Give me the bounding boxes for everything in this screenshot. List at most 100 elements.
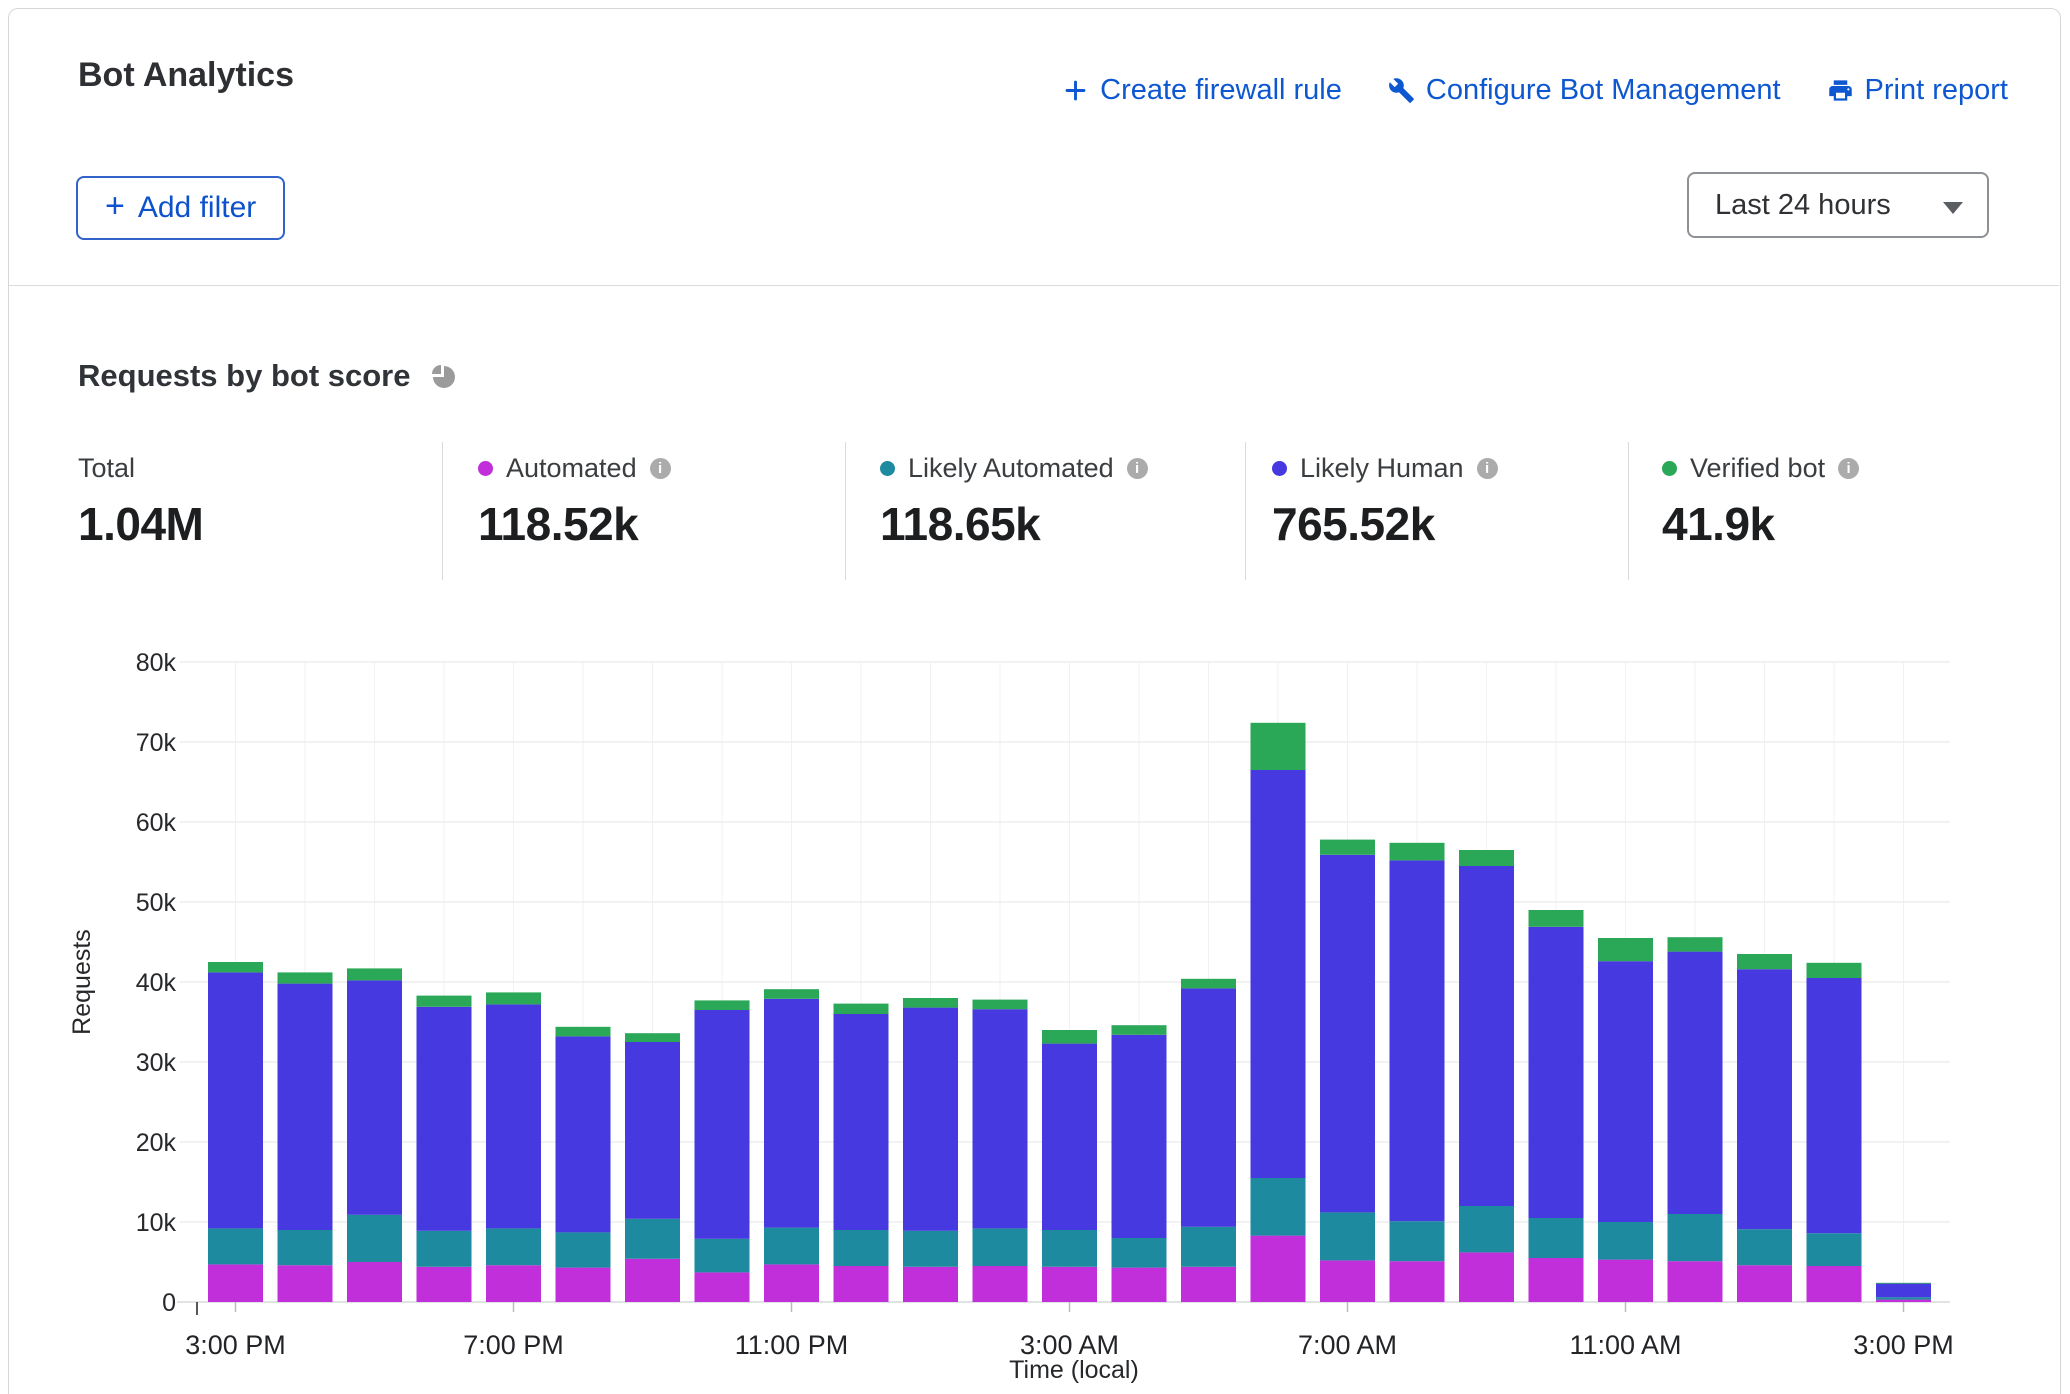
configure-bot-management-link[interactable]: Configure Bot Management <box>1388 74 1781 107</box>
bar-segment-likely-human-0[interactable] <box>208 972 263 1229</box>
bar-segment-likely-human-3[interactable] <box>416 1006 472 1231</box>
bar-segment-verified-bot-17[interactable] <box>1389 842 1445 861</box>
bar-segment-likely-human-17[interactable] <box>1389 860 1445 1222</box>
bar-segment-verified-bot-0[interactable] <box>208 962 263 973</box>
bar-segment-likely-automated-6[interactable] <box>625 1218 680 1259</box>
bar-segment-verified-bot-10[interactable] <box>903 998 958 1008</box>
bar-segment-likely-human-5[interactable] <box>555 1036 611 1233</box>
bar-segment-verified-bot-23[interactable] <box>1806 962 1862 978</box>
bar-segment-likely-automated-19[interactable] <box>1528 1218 1584 1258</box>
bar-segment-likely-human-6[interactable] <box>625 1042 680 1219</box>
bar-segment-likely-automated-8[interactable] <box>764 1227 819 1265</box>
bar-segment-verified-bot-5[interactable] <box>555 1026 611 1037</box>
bar-segment-verified-bot-1[interactable] <box>277 972 333 984</box>
bar-segment-verified-bot-19[interactable] <box>1528 910 1584 927</box>
bar-segment-likely-automated-11[interactable] <box>972 1228 1028 1266</box>
bar-segment-likely-human-18[interactable] <box>1459 866 1514 1206</box>
bar-segment-likely-human-23[interactable] <box>1806 978 1862 1234</box>
bar-segment-verified-bot-20[interactable] <box>1598 938 1653 962</box>
bar-segment-automated-2[interactable] <box>347 1262 402 1302</box>
bar-segment-likely-automated-14[interactable] <box>1181 1226 1236 1267</box>
bar-segment-likely-automated-9[interactable] <box>833 1230 889 1266</box>
bar-segment-likely-human-10[interactable] <box>903 1007 958 1231</box>
bar-segment-automated-14[interactable] <box>1181 1266 1236 1302</box>
bar-segment-automated-23[interactable] <box>1806 1266 1862 1302</box>
bar-segment-verified-bot-8[interactable] <box>764 989 819 999</box>
bar-segment-automated-11[interactable] <box>972 1266 1028 1302</box>
bar-segment-likely-human-8[interactable] <box>764 998 819 1228</box>
bar-segment-automated-17[interactable] <box>1389 1261 1445 1302</box>
bar-segment-likely-automated-12[interactable] <box>1042 1230 1097 1267</box>
bar-segment-automated-10[interactable] <box>903 1266 958 1302</box>
bar-segment-verified-bot-16[interactable] <box>1320 839 1375 855</box>
bar-segment-likely-human-13[interactable] <box>1111 1034 1167 1238</box>
bar-segment-likely-automated-1[interactable] <box>277 1230 333 1266</box>
bar-segment-likely-automated-24[interactable] <box>1876 1297 1931 1300</box>
info-icon[interactable]: i <box>1838 457 1860 479</box>
bar-segment-likely-automated-22[interactable] <box>1737 1229 1792 1266</box>
time-range-select[interactable]: Last 24 hours <box>1687 172 1989 238</box>
info-icon[interactable]: i <box>649 457 671 479</box>
bar-segment-likely-human-22[interactable] <box>1737 969 1792 1230</box>
bar-segment-verified-bot-4[interactable] <box>486 992 541 1005</box>
bar-segment-automated-0[interactable] <box>208 1264 263 1302</box>
bar-segment-automated-9[interactable] <box>833 1266 889 1302</box>
bar-segment-automated-7[interactable] <box>694 1272 750 1302</box>
bar-segment-automated-5[interactable] <box>555 1267 611 1302</box>
bar-segment-likely-automated-21[interactable] <box>1667 1214 1723 1262</box>
bar-segment-likely-human-15[interactable] <box>1250 770 1306 1178</box>
bar-segment-automated-3[interactable] <box>416 1266 472 1302</box>
bar-segment-automated-21[interactable] <box>1667 1261 1723 1302</box>
bar-segment-likely-human-2[interactable] <box>347 980 402 1215</box>
bar-segment-likely-automated-3[interactable] <box>416 1230 472 1267</box>
bar-segment-likely-human-21[interactable] <box>1667 951 1723 1214</box>
bar-segment-likely-human-12[interactable] <box>1042 1043 1097 1230</box>
bar-segment-likely-automated-10[interactable] <box>903 1230 958 1267</box>
bar-segment-automated-12[interactable] <box>1042 1266 1097 1302</box>
bar-segment-likely-automated-5[interactable] <box>555 1232 611 1268</box>
bar-segment-likely-human-1[interactable] <box>277 983 333 1230</box>
bar-segment-automated-8[interactable] <box>764 1264 819 1302</box>
bar-segment-automated-18[interactable] <box>1459 1252 1514 1302</box>
bar-segment-verified-bot-11[interactable] <box>972 999 1028 1010</box>
bar-segment-automated-24[interactable] <box>1876 1299 1931 1302</box>
bar-segment-automated-15[interactable] <box>1250 1235 1306 1302</box>
bar-segment-verified-bot-12[interactable] <box>1042 1030 1097 1044</box>
bar-segment-likely-automated-20[interactable] <box>1598 1222 1653 1260</box>
add-filter-button[interactable]: + Add filter <box>76 176 286 240</box>
bar-segment-likely-automated-4[interactable] <box>486 1228 541 1266</box>
bar-segment-verified-bot-15[interactable] <box>1250 722 1306 770</box>
bar-segment-verified-bot-21[interactable] <box>1667 937 1723 952</box>
bar-segment-likely-automated-13[interactable] <box>1111 1238 1167 1268</box>
bar-segment-likely-automated-15[interactable] <box>1250 1178 1306 1236</box>
bar-segment-verified-bot-6[interactable] <box>625 1033 680 1042</box>
bar-segment-automated-20[interactable] <box>1598 1259 1653 1302</box>
bar-segment-likely-human-4[interactable] <box>486 1004 541 1229</box>
bar-segment-automated-22[interactable] <box>1737 1265 1792 1302</box>
bar-segment-verified-bot-2[interactable] <box>347 968 402 981</box>
bar-segment-likely-human-20[interactable] <box>1598 961 1653 1222</box>
print-report-link[interactable]: Print report <box>1827 74 2008 107</box>
bar-segment-automated-19[interactable] <box>1528 1258 1584 1302</box>
bar-segment-likely-human-24[interactable] <box>1876 1283 1931 1298</box>
bar-segment-automated-16[interactable] <box>1320 1260 1375 1302</box>
bar-segment-verified-bot-3[interactable] <box>416 995 472 1007</box>
bar-segment-likely-human-19[interactable] <box>1528 926 1584 1218</box>
bar-segment-likely-human-11[interactable] <box>972 1009 1028 1229</box>
bar-segment-likely-automated-17[interactable] <box>1389 1221 1445 1262</box>
bar-segment-likely-automated-18[interactable] <box>1459 1206 1514 1253</box>
create-firewall-rule-link[interactable]: Create firewall rule <box>1062 74 1342 107</box>
bar-segment-automated-13[interactable] <box>1111 1267 1167 1302</box>
bar-segment-likely-automated-23[interactable] <box>1806 1233 1862 1266</box>
bar-segment-likely-automated-7[interactable] <box>694 1238 750 1273</box>
bar-segment-likely-human-16[interactable] <box>1320 854 1375 1213</box>
bar-segment-automated-6[interactable] <box>625 1258 680 1302</box>
bar-segment-verified-bot-9[interactable] <box>833 1003 889 1014</box>
bar-segment-likely-automated-0[interactable] <box>208 1228 263 1265</box>
bar-segment-likely-automated-16[interactable] <box>1320 1212 1375 1261</box>
bar-segment-likely-human-7[interactable] <box>694 1010 750 1239</box>
bar-segment-automated-4[interactable] <box>486 1265 541 1302</box>
bar-segment-likely-automated-2[interactable] <box>347 1214 402 1262</box>
bar-segment-verified-bot-24[interactable] <box>1876 1282 1931 1284</box>
bar-segment-likely-human-14[interactable] <box>1181 988 1236 1227</box>
